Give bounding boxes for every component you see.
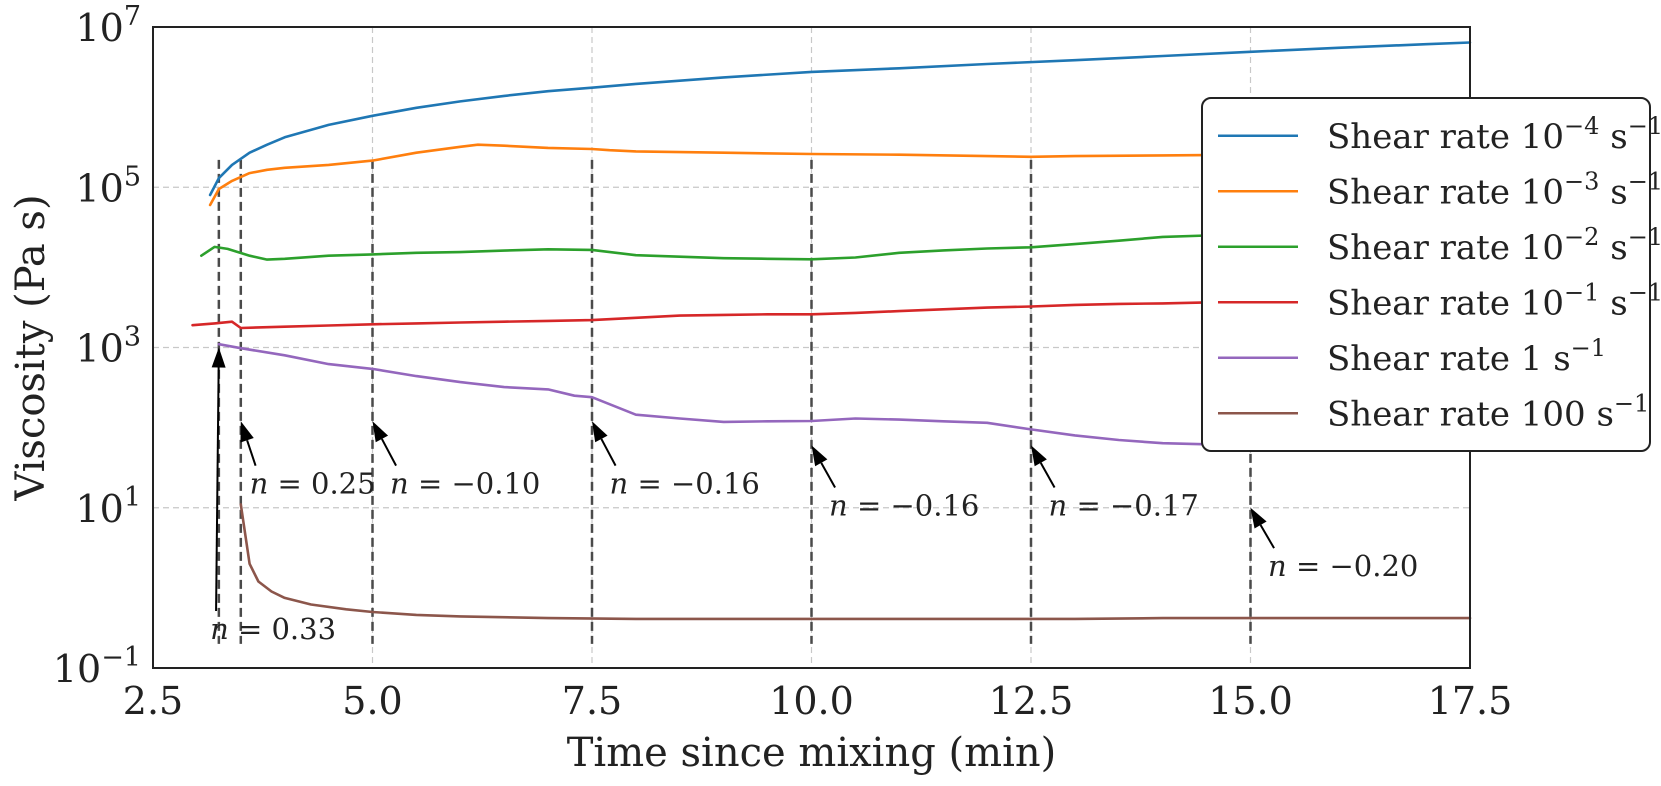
x-tick-label: 12.5: [989, 679, 1074, 723]
vertical-dashed-lines: [217, 159, 1252, 644]
annotation-arrow-line: [380, 438, 397, 467]
annotation-arrow-head: [211, 347, 226, 368]
x-tick-label: 10.0: [769, 679, 854, 723]
series-line-s6: [239, 503, 1472, 621]
annotation-arrow-head: [811, 445, 828, 467]
annotation-label: n = −0.16: [829, 489, 979, 523]
legend-box: [1201, 97, 1651, 452]
annotations: n = 0.33 n = 0.25 n = −0.10 n = −0.16 n = −0…: [210, 347, 1418, 646]
x-tick-label: 7.5: [562, 679, 622, 723]
annotation-label: n = −0.10: [390, 467, 540, 501]
x-tick-label: 2.5: [123, 679, 183, 723]
series-lines: [191, 41, 1472, 621]
annotation-arrow-line: [1039, 462, 1056, 489]
annotation-label: n = 0.25: [250, 467, 376, 501]
annotation-arrow-head: [1031, 445, 1047, 467]
y-tick-label: 107: [75, 1, 141, 50]
annotation-label: n = 0.33: [210, 612, 336, 646]
legend-label: Shear rate 10−2 s−1: [1327, 223, 1661, 268]
y-tick-label: 10−1: [53, 642, 141, 691]
x-tick-label: 5.0: [342, 679, 402, 723]
x-tick-label: 15.0: [1208, 679, 1293, 723]
legend-label: Shear rate 10−3 s−1: [1327, 167, 1661, 212]
y-tick-label: 105: [75, 161, 141, 210]
legend-label: Shear rate 100 s−1: [1327, 389, 1649, 434]
annotation-arrow-line: [215, 367, 220, 612]
x-tick-label: 17.5: [1428, 679, 1513, 723]
annotation-label: n = −0.17: [1049, 489, 1199, 523]
series-line-s1: [208, 41, 1472, 197]
series-line-s4: [191, 299, 1305, 330]
legend: Shear rate 10−4 s−1 Shear rate 10−3 s−1 Sh…: [1201, 97, 1661, 452]
y-tick-label: 103: [75, 322, 141, 371]
annotation-arrow-line: [600, 438, 617, 467]
annotation-arrow-head: [372, 421, 389, 443]
annotation-arrow-line: [246, 439, 257, 466]
x-axis-title: Time since mixing (min): [567, 730, 1057, 776]
y-axis-title: Viscosity (Pa s): [8, 194, 54, 501]
x-axis-ticks: 2.5 5.0 7.5 10.0 12.5 15.0 17.5: [123, 679, 1513, 723]
annotation-arrow-head: [240, 421, 254, 443]
legend-label: Shear rate 1 s−1: [1327, 334, 1606, 379]
annotation-arrow-head: [1250, 507, 1267, 529]
series-line-s3: [200, 232, 1305, 261]
series-line-s2: [208, 143, 1305, 207]
legend-label: Shear rate 10−1 s−1: [1327, 278, 1661, 323]
annotation-label: n = −0.20: [1268, 549, 1418, 583]
y-tick-label: 101: [75, 482, 141, 531]
legend-label: Shear rate 10−4 s−1: [1327, 112, 1661, 157]
annotation-label: n = −0.16: [610, 467, 760, 501]
annotation-arrow-line: [820, 462, 836, 489]
annotation-arrow-line: [1259, 524, 1275, 549]
y-axis-ticks: 10−1 101 103 105 107: [53, 1, 141, 691]
annotation-arrow-head: [592, 421, 608, 443]
